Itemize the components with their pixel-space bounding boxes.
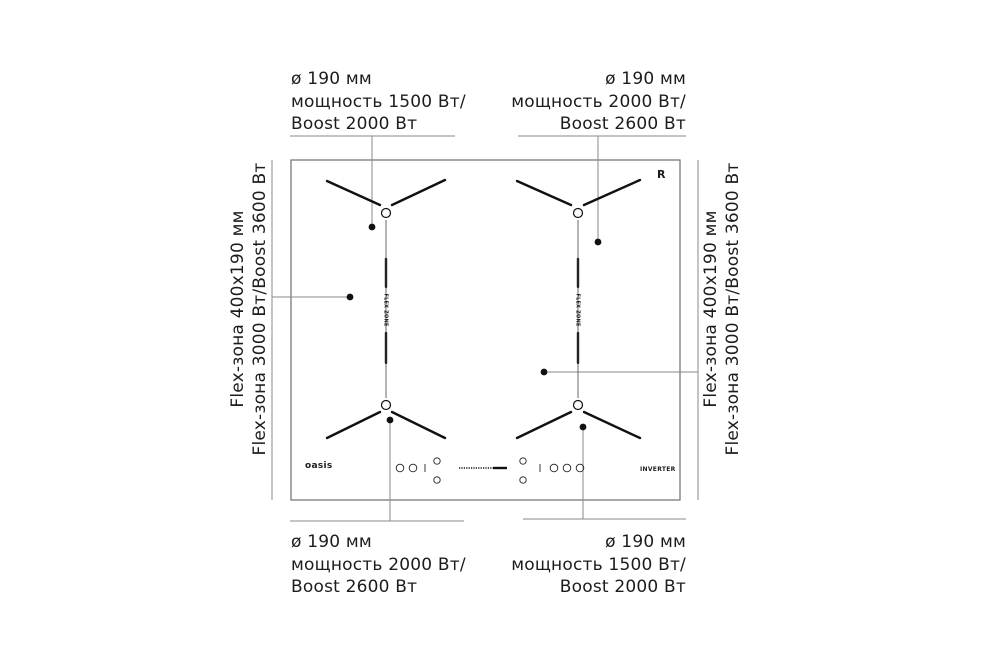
power-icon [395, 463, 405, 473]
zone-connectors [385, 220, 579, 398]
pause-icon [549, 463, 559, 473]
zone-centres [380, 207, 584, 411]
flex-zone-label-left: FLEX ZONE [382, 293, 389, 327]
label-bottom-left-boost: Boost 2600 Вт [291, 577, 418, 597]
label-bottom-right-diameter: ø 190 мм [605, 532, 686, 552]
corner-logo: R [657, 168, 666, 181]
label-top-right-boost: Boost 2600 Вт [559, 114, 686, 134]
label-bottom-left-diameter: ø 190 мм [291, 532, 372, 552]
label-left-flex-size: Flex-зона 400x190 мм [228, 210, 248, 408]
label-bottom-right: ø 190 мм мощность 1500 Вт/ Boost 2000 Вт [511, 531, 686, 599]
left-zone-marks [325, 178, 447, 440]
label-top-right: ø 190 мм мощность 2000 Вт/ Boost 2600 Вт [511, 68, 686, 136]
label-right-flex-zone: Flex-зона 400x190 мм Flex-зона 3000 Вт/B… [700, 159, 744, 459]
label-top-left-diameter: ø 190 мм [291, 69, 372, 89]
left-flex-dot [346, 293, 354, 301]
label-bottom-right-power: мощность 1500 Вт/ [511, 554, 686, 575]
right-flex-dot [540, 368, 548, 376]
label-right-flex-power: Flex-зона 3000 Вт/Boost 3600 Вт [723, 162, 743, 456]
label-top-left-boost: Boost 2000 Вт [291, 114, 418, 134]
leader-dots [346, 223, 602, 431]
top-right-dot [594, 238, 602, 246]
label-bottom-left-power: мощность 2000 Вт/ [291, 554, 466, 575]
minus-icon [433, 457, 441, 465]
top-left-dot [368, 223, 376, 231]
control-panel-right [519, 457, 585, 484]
label-top-right-power: мощность 2000 Вт/ [511, 91, 686, 112]
label-right-flex-size: Flex-зона 400x190 мм [701, 210, 721, 408]
flex-zone-label-right: FLEX ZONE [574, 293, 581, 327]
label-top-left-power: мощность 1500 Вт/ [291, 91, 466, 112]
control-panel-left [395, 457, 441, 484]
label-top-right-diameter: ø 190 мм [605, 69, 686, 89]
inverter-label: INVERTER [640, 466, 676, 473]
power-right-icon [575, 463, 585, 473]
leader-lines [271, 135, 699, 522]
label-left-flex-power: Flex-зона 3000 Вт/Boost 3600 Вт [250, 162, 270, 456]
label-bottom-right-boost: Boost 2000 Вт [559, 577, 686, 597]
bottom-left-dot [386, 416, 394, 424]
brand-logo: oasis [305, 461, 333, 471]
minus-right-icon [519, 457, 527, 465]
label-left-flex-zone: Flex-зона 400x190 мм Flex-зона 3000 Вт/B… [227, 159, 271, 459]
hob-outline [290, 159, 681, 501]
boost-icon [562, 463, 572, 473]
bottom-right-dot [579, 423, 587, 431]
plus-right-icon [519, 476, 527, 484]
plus-icon [433, 476, 441, 484]
label-bottom-left: ø 190 мм мощность 2000 Вт/ Boost 2600 Вт [291, 531, 466, 599]
label-top-left: ø 190 мм мощность 1500 Вт/ Boost 2000 Вт [291, 68, 466, 136]
lock-icon [408, 463, 418, 473]
